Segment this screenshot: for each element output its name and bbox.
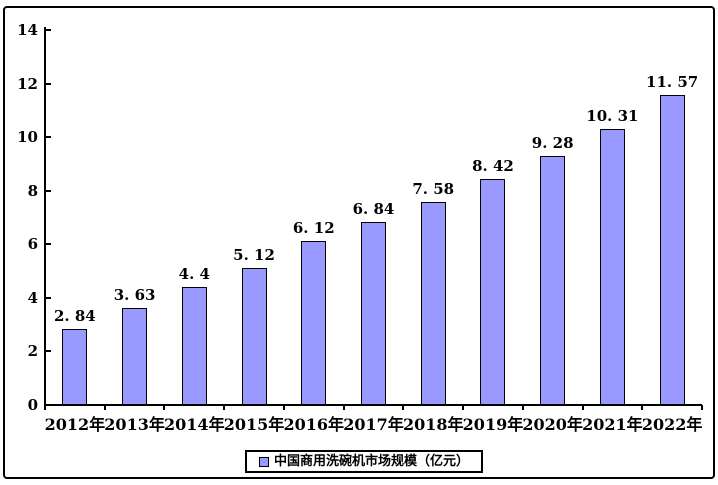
- bar-value-label: 2. 84: [53, 306, 96, 325]
- bar-2019年: [480, 179, 506, 405]
- x-axis-tick: [701, 405, 703, 410]
- bar-value-label: 9. 28: [531, 134, 574, 153]
- y-axis-tick: [45, 189, 51, 192]
- y-axis-tick: [45, 82, 51, 85]
- x-axis-category-label: 2015年: [223, 415, 285, 434]
- bar-value-label: 10. 31: [586, 106, 639, 125]
- bar-value-label: 6. 12: [292, 219, 335, 238]
- x-axis-tick: [581, 405, 584, 410]
- bar-value-label: 5. 12: [233, 245, 275, 264]
- bar-2022年: [659, 95, 685, 405]
- y-axis-tick: [45, 29, 51, 31]
- bar-2017年: [361, 221, 386, 405]
- legend-swatch: [258, 456, 269, 467]
- bar-2018年: [420, 201, 446, 405]
- y-axis-tick-label: 12: [17, 74, 38, 93]
- x-axis-tick: [44, 405, 46, 410]
- bar-2012年: [62, 328, 88, 405]
- bar-value-label: 7. 58: [412, 179, 455, 198]
- y-axis-tick: [45, 404, 51, 406]
- bar-value-label: 8. 42: [472, 157, 514, 176]
- legend: 中国商用洗碗机市场规模（亿元）: [245, 450, 483, 473]
- x-axis-line: [44, 404, 702, 406]
- bar-2014年: [181, 287, 207, 405]
- y-axis-tick: [45, 296, 51, 299]
- bar-value-label: 11. 57: [646, 73, 699, 92]
- bar-value-label: 4. 4: [178, 265, 210, 284]
- y-axis-tick-label: 2: [27, 342, 38, 361]
- x-axis-category-label: 2017年: [343, 415, 404, 434]
- x-axis-tick: [163, 405, 166, 410]
- y-axis-tick: [45, 243, 51, 246]
- x-axis-category-label: 2016年: [283, 415, 345, 434]
- y-axis-tick-label: 6: [27, 235, 38, 254]
- bar-2013年: [122, 307, 148, 405]
- x-axis-tick: [402, 405, 405, 410]
- y-axis-tick: [45, 136, 51, 139]
- y-axis-tick-label: 0: [27, 396, 38, 414]
- x-axis-tick: [223, 405, 226, 410]
- y-axis-tick-label: 14: [17, 21, 38, 39]
- y-axis-tick-label: 4: [27, 288, 38, 307]
- bar-value-label: 3. 63: [113, 285, 156, 304]
- x-axis-tick: [282, 405, 285, 410]
- bar-value-label: 6. 84: [352, 199, 395, 218]
- bar-2015年: [241, 267, 267, 405]
- y-axis-tick: [45, 350, 51, 353]
- x-axis-tick: [462, 405, 465, 410]
- x-axis-tick: [521, 405, 524, 410]
- x-axis-category-label: 2013年: [104, 415, 165, 434]
- legend-label: 中国商用洗碗机市场规模（亿元）: [273, 453, 469, 469]
- bar-2016年: [301, 241, 327, 405]
- x-axis-category-label: 2021年: [582, 415, 643, 434]
- x-axis-tick: [103, 405, 106, 410]
- x-axis-category-label: 2014年: [164, 415, 225, 434]
- y-axis-line: [44, 27, 46, 405]
- bar-2020年: [540, 156, 566, 405]
- y-axis-tick-label: 8: [27, 181, 38, 200]
- x-axis-category-label: 2019年: [462, 415, 524, 434]
- x-axis-category-label: 2022年: [641, 415, 703, 434]
- bar-2021年: [599, 128, 625, 405]
- x-axis-category-label: 2012年: [44, 415, 106, 434]
- x-axis-tick: [641, 405, 644, 410]
- x-axis-category-label: 2020年: [522, 415, 583, 434]
- x-axis-category-label: 2018年: [402, 415, 464, 434]
- y-axis-tick-label: 10: [17, 128, 38, 147]
- x-axis-tick: [342, 405, 345, 410]
